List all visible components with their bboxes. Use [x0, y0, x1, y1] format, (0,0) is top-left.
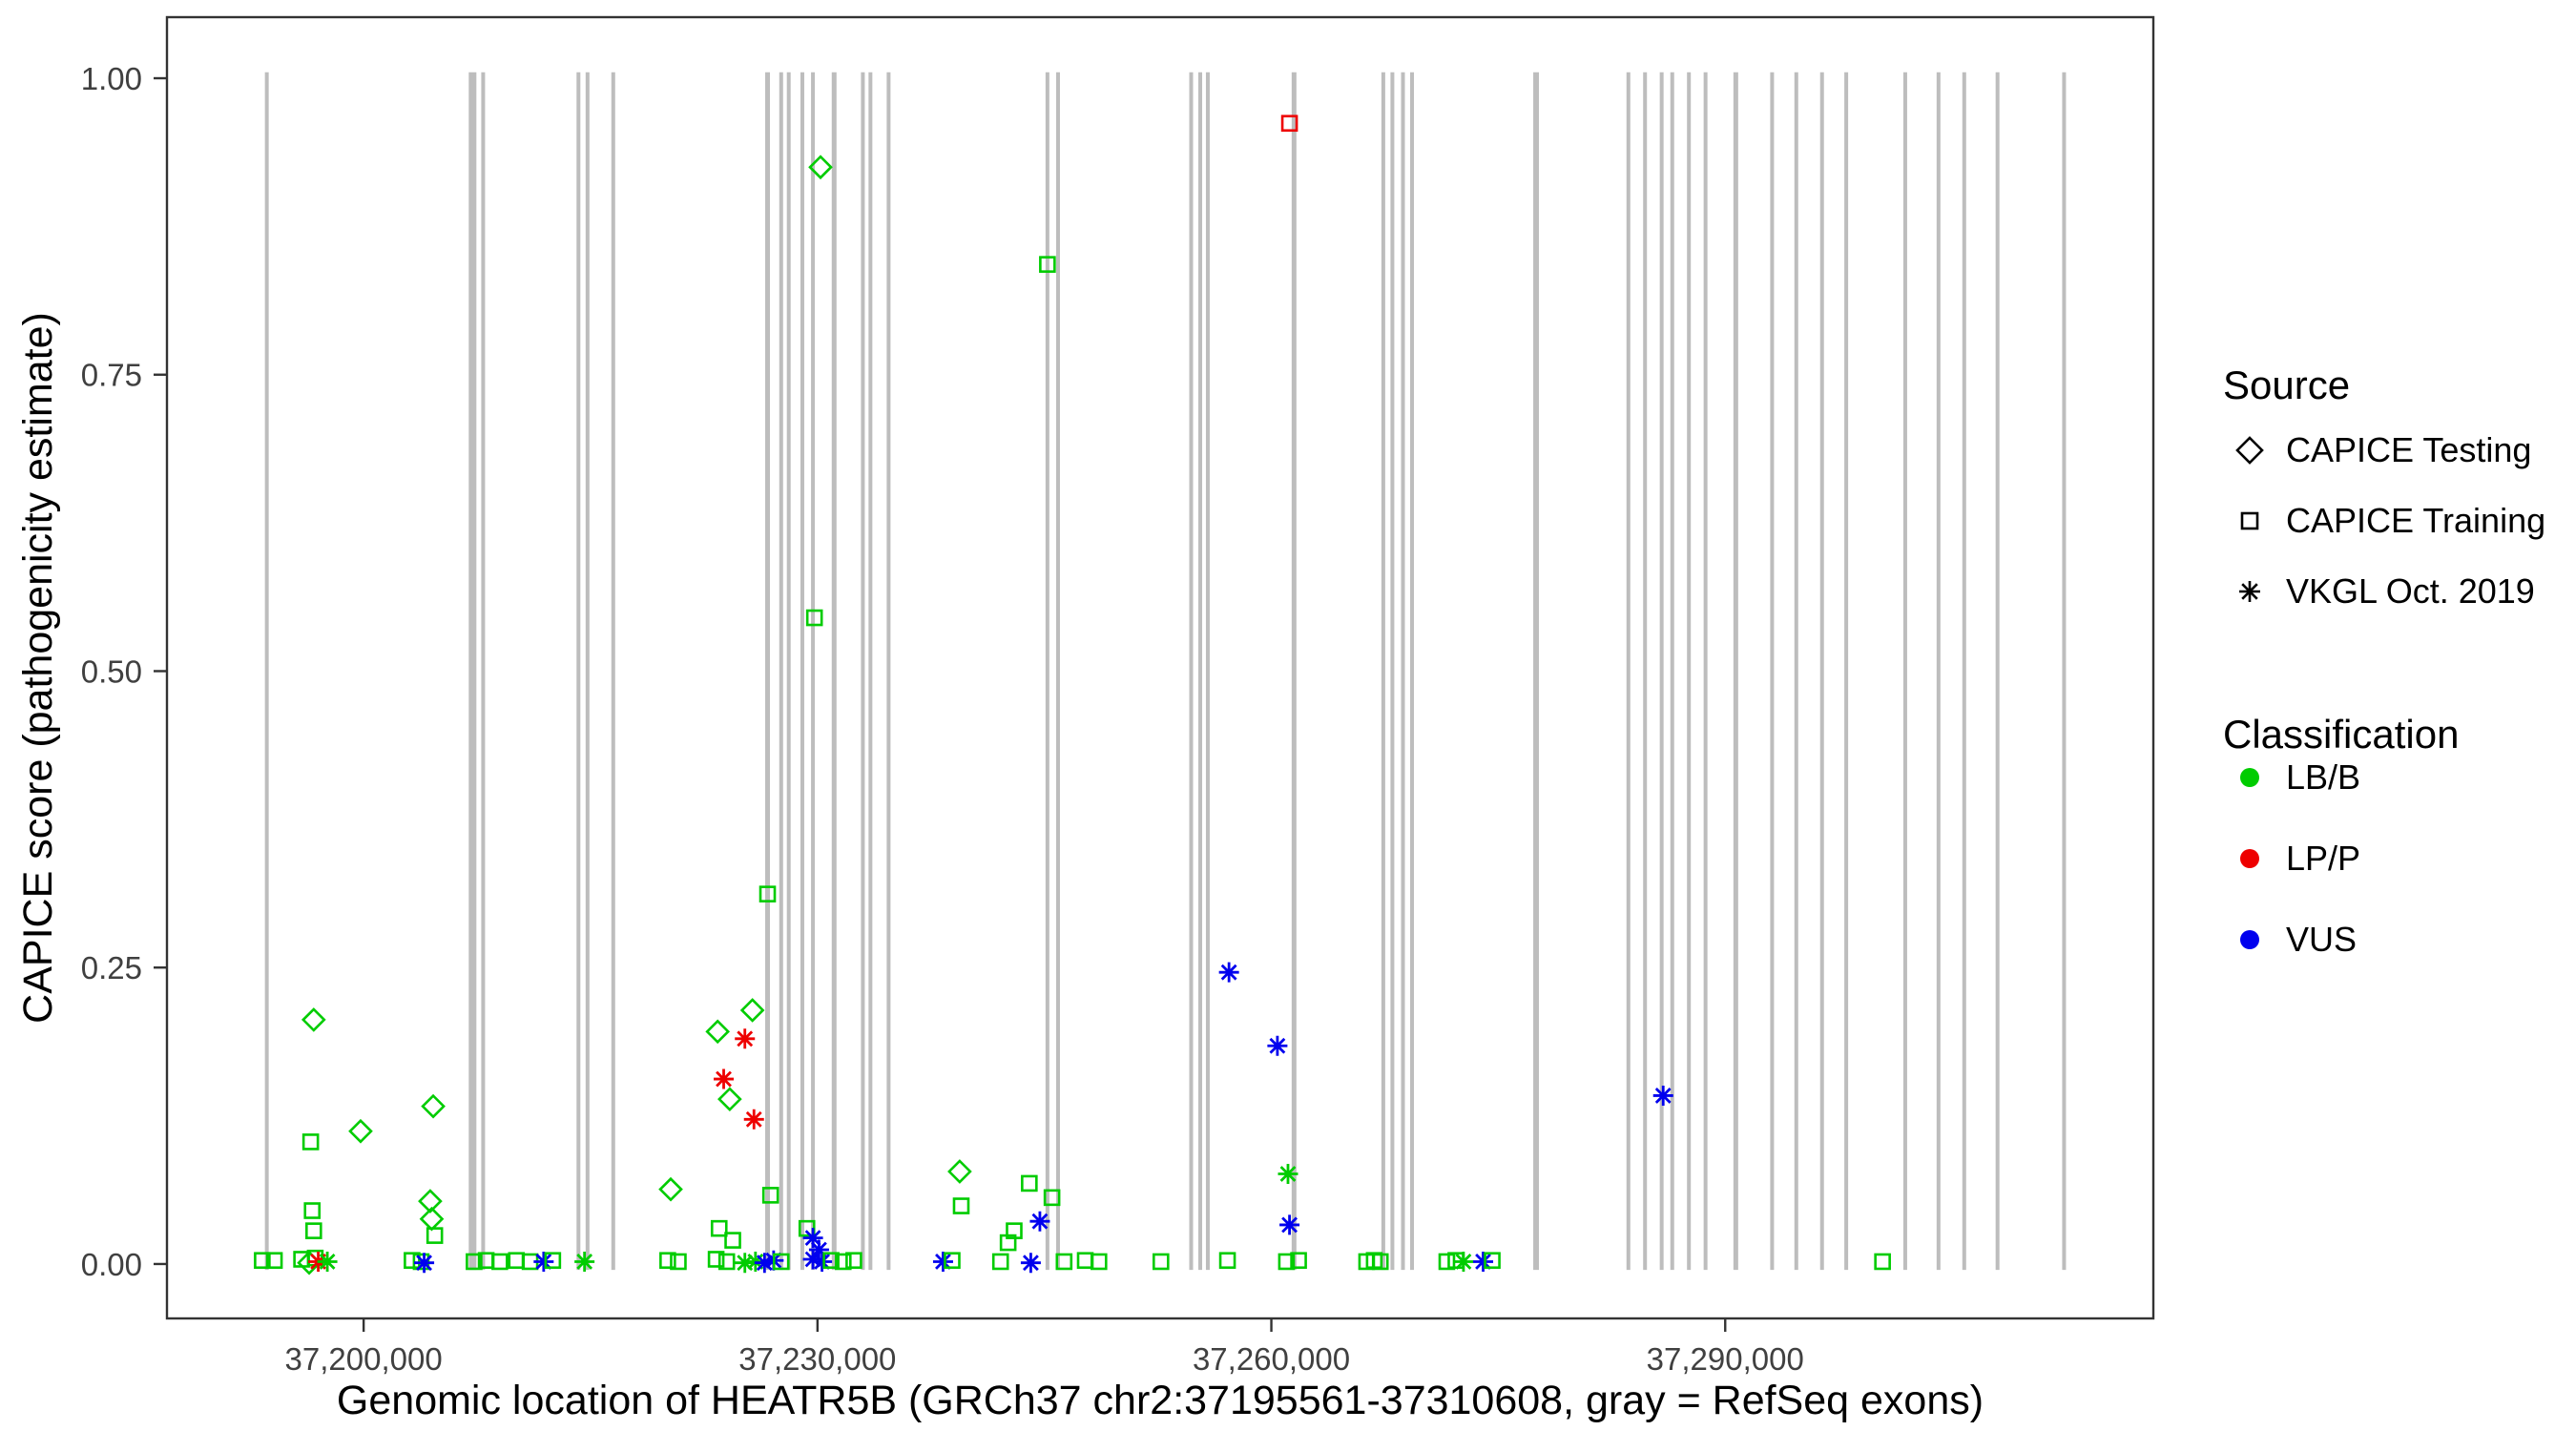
legend-label-lpp: LP/P [2286, 839, 2361, 878]
diamond-icon [2235, 436, 2264, 465]
legend-item-capice-training: CAPICE Training [2229, 500, 2545, 542]
red-dot-icon [2240, 849, 2259, 868]
legend-item-vkgl: VKGL Oct. 2019 [2229, 570, 2535, 612]
legend-label-capice-training: CAPICE Training [2286, 501, 2546, 540]
svg-text:0.25: 0.25 [81, 950, 142, 985]
svg-text:CAPICE score (pathogenicity es: CAPICE score (pathogenicity estimate) [15, 312, 61, 1024]
legend-label-capice-testing: CAPICE Testing [2286, 430, 2532, 469]
svg-text:1.00: 1.00 [81, 61, 142, 96]
legend-label-lbb: LB/B [2286, 757, 2361, 797]
legend-item-lpp: LP/P [2229, 838, 2360, 880]
svg-text:0.50: 0.50 [81, 653, 142, 689]
svg-text:0.00: 0.00 [81, 1247, 142, 1282]
svg-text:37,290,000: 37,290,000 [1647, 1341, 1804, 1377]
svg-text:37,200,000: 37,200,000 [285, 1341, 443, 1377]
svg-text:Genomic location of HEATR5B (G: Genomic location of HEATR5B (GRCh37 chr2… [337, 1378, 1984, 1423]
svg-text:37,230,000: 37,230,000 [738, 1341, 896, 1377]
blue-dot-icon [2240, 930, 2259, 949]
legend-classification-title: Classification [2223, 712, 2460, 757]
svg-text:0.75: 0.75 [81, 358, 142, 393]
square-icon [2240, 511, 2259, 530]
legend-source-title: Source [2223, 363, 2351, 407]
legend-label-vus: VUS [2286, 920, 2358, 959]
svg-text:37,260,000: 37,260,000 [1193, 1341, 1350, 1377]
legend-item-lbb: LB/B [2229, 757, 2360, 798]
asterisk-icon [2239, 581, 2260, 602]
green-dot-icon [2240, 768, 2259, 787]
legend-item-capice-testing: CAPICE Testing [2229, 429, 2531, 471]
legend-item-vus: VUS [2229, 919, 2357, 961]
legend-label-vkgl: VKGL Oct. 2019 [2286, 571, 2535, 611]
